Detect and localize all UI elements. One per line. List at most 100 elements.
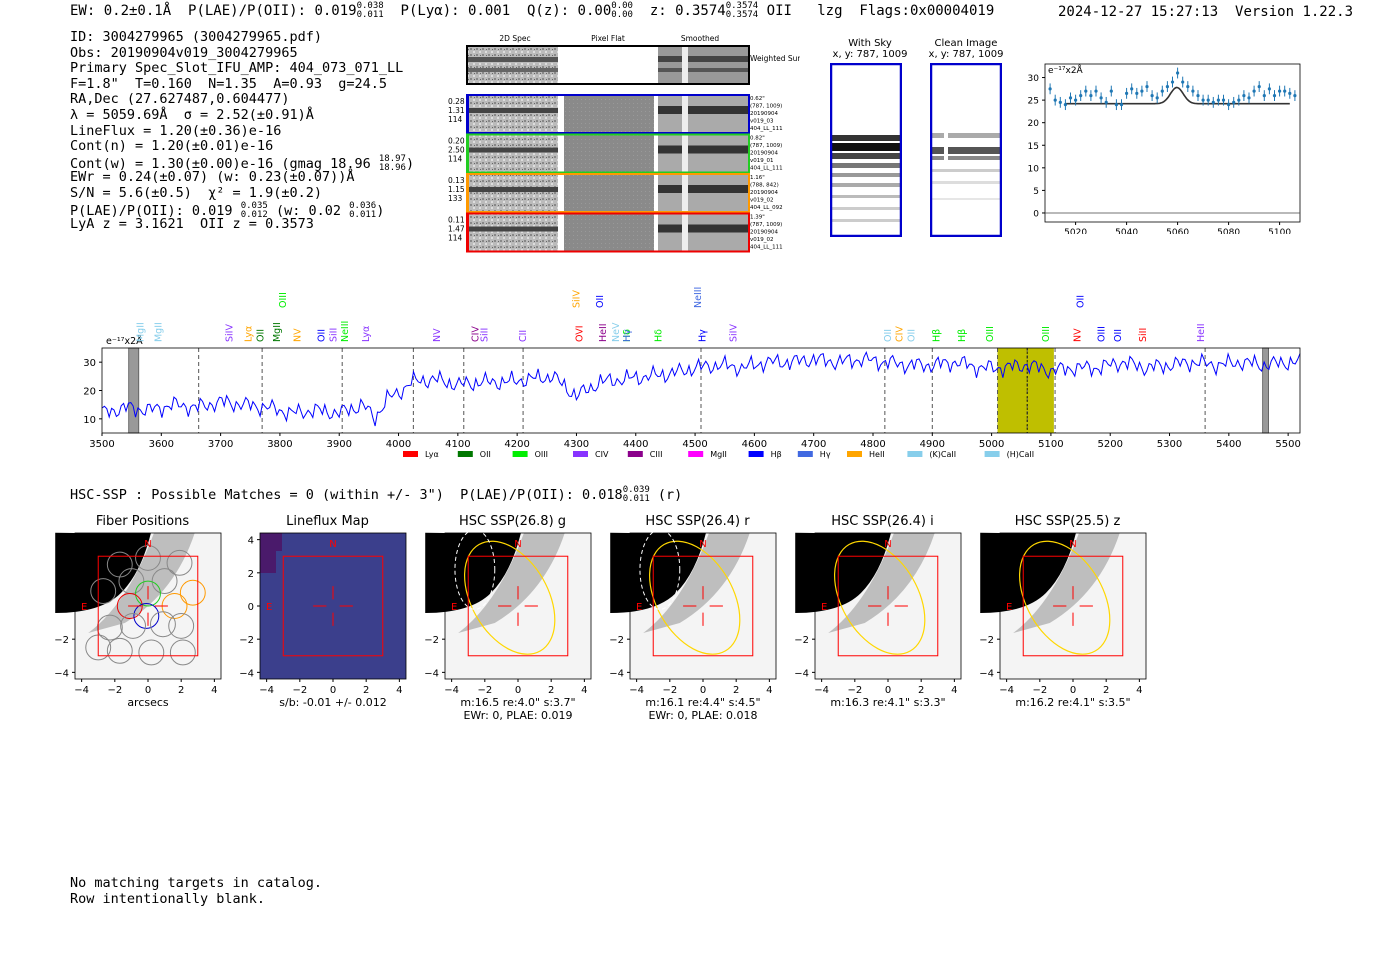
- qz-lo: 0.00: [611, 10, 633, 20]
- east-label: E: [636, 602, 642, 613]
- data-point: [1252, 89, 1256, 93]
- fiber-circle: [179, 579, 206, 606]
- east-label: E: [266, 602, 272, 613]
- row-value: 2.50: [448, 146, 465, 155]
- col-pixelflat: Pixel Flat: [591, 34, 625, 43]
- data-point: [1257, 84, 1261, 89]
- x-tick-label: 4000: [386, 439, 411, 450]
- x-tick-label: −4: [629, 685, 644, 696]
- col-2dspec: 2D Spec: [499, 34, 530, 43]
- fiber-circle: [149, 611, 176, 638]
- neighbor-ellipse: [454, 530, 496, 610]
- spec2d-cutout: [468, 175, 558, 211]
- data-point: [1125, 91, 1129, 95]
- x-tick-label: 4: [766, 685, 772, 696]
- row-note: 404_LL_111: [750, 166, 783, 172]
- bright-source: [425, 532, 521, 613]
- line-label: NV: [432, 328, 443, 342]
- line-label: NeIII: [693, 287, 704, 308]
- info-plae-hi: 0.035: [240, 200, 268, 211]
- line-label: MgII: [272, 322, 283, 342]
- north-label: N: [329, 539, 336, 550]
- x-tick-label: 0: [1070, 685, 1076, 696]
- legend-label: (K)CaII: [929, 450, 956, 459]
- z-value: z: 0.3574: [649, 3, 726, 19]
- line-label: MgII: [153, 322, 164, 342]
- spec2d-panel: 2D Spec Pixel Flat Smoothed Weighted Sum…: [448, 34, 800, 253]
- galaxy-ellipse: [464, 540, 556, 655]
- line-label: OII: [255, 329, 266, 342]
- info-plae-lo: 0.012: [240, 209, 268, 220]
- info-ewr: EWr = 0.24(±0.07) (w: 0.23(±0.07))Å: [70, 169, 355, 186]
- contw-hi: 18.97: [378, 153, 406, 164]
- row-value: 133: [448, 194, 463, 203]
- x-tick-label: 5000: [979, 439, 1004, 450]
- cutout-title: Fiber Positions: [95, 514, 190, 529]
- data-point: [1155, 96, 1159, 100]
- y-tick-label: 0: [803, 602, 809, 613]
- line-label: SiII: [1138, 328, 1149, 342]
- smoothed-band: [658, 185, 748, 193]
- fiber-circle: [116, 593, 143, 619]
- cutout-panel: HSC SSP(26.8) g N E −4 4 −2 2 0 0 2 −2 4 −4 m:16.5 re…: [415, 510, 600, 725]
- smoothed-stripe: [682, 135, 688, 172]
- x-tick-label: 5400: [1216, 439, 1241, 450]
- line-label: OII: [907, 329, 918, 342]
- data-point: [1068, 96, 1073, 100]
- x-tick-label: 0: [145, 685, 151, 696]
- line-label: NV: [1073, 328, 1084, 342]
- data-point: [1242, 94, 1246, 98]
- data-point: [1283, 89, 1287, 93]
- y-tick-label: 15: [1028, 142, 1039, 152]
- cutout-caption: m:16.1 re:4.4" s:4.5" EWr: 0, PLAE: 0.018: [600, 696, 806, 722]
- data-point: [1114, 103, 1118, 107]
- cutout-image: N E −4 4 −2 2 0 0 2 −2 4 −4: [54, 532, 222, 696]
- plae-text: P(LAE)/P(OII): 0.019: [70, 202, 233, 219]
- cutout-caption: arcsecs: [45, 696, 251, 709]
- data-point: [1135, 91, 1139, 95]
- data-point: [1150, 94, 1154, 98]
- masked-region: [1262, 347, 1269, 434]
- x-tick-label: 2: [363, 685, 369, 696]
- x-tick-label: −2: [477, 685, 492, 696]
- x-tick-label: 4: [951, 685, 957, 696]
- row-note: 404_LL_111: [750, 245, 783, 251]
- plae-hi: 0.038: [356, 1, 384, 11]
- lineflux-map: [260, 533, 406, 679]
- row-note: 20190904: [750, 230, 778, 236]
- x-tick-label: 5100: [1268, 228, 1291, 234]
- data-point: [1160, 89, 1164, 93]
- x-tick-label: −4: [999, 685, 1014, 696]
- row-note: v019_02: [750, 237, 774, 243]
- x-tick-label: 2: [178, 685, 184, 696]
- line-label: Hβ: [957, 329, 968, 342]
- legend-swatch: [403, 451, 418, 457]
- source-halo: [828, 533, 935, 633]
- x-tick-label: 4: [211, 685, 217, 696]
- x-tick-label: −2: [107, 685, 122, 696]
- y-tick-label: 2: [248, 569, 254, 580]
- spectrum-line: [101, 350, 1301, 427]
- x-tick-label: 0: [700, 685, 706, 696]
- catalog-footer: No matching targets in catalog. Row inten…: [70, 875, 322, 907]
- info-params: F=1.8" T=0.160 N=1.35 A=0.93 g=24.5: [70, 75, 387, 92]
- weighted-sum-row: Weighted Sum: [466, 45, 800, 85]
- plae-lo: 0.011: [356, 10, 384, 20]
- y-tick-label: 2: [63, 569, 69, 580]
- with-sky-header: With Sky x, y: 787, 1009: [820, 38, 920, 60]
- y-tick-label: 0: [988, 602, 994, 613]
- north-label: N: [1069, 539, 1076, 550]
- line-label: CII: [518, 330, 529, 342]
- data-point: [1232, 100, 1236, 104]
- flags-value: Flags:0x00004019: [859, 3, 995, 19]
- y-tick-label: −4: [979, 668, 994, 679]
- smoothed-stripe: [682, 214, 688, 251]
- source-halo: [1013, 533, 1120, 633]
- fiber-circle: [151, 568, 178, 595]
- qz-value: Q(z): 0.00: [526, 3, 612, 19]
- data-point: [1191, 89, 1195, 93]
- x-tick-label: −2: [662, 685, 677, 696]
- x-tick-label: 5300: [1157, 439, 1182, 450]
- line-label: Hδ: [653, 329, 664, 342]
